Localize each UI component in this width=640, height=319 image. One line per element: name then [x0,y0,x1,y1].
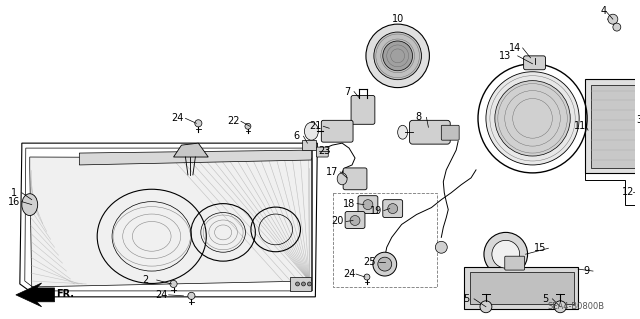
Text: 25: 25 [364,257,376,267]
FancyBboxPatch shape [505,256,525,270]
Circle shape [378,257,392,271]
Text: 21: 21 [309,121,321,131]
Text: 5: 5 [463,294,469,304]
Circle shape [373,252,397,276]
Circle shape [608,14,618,24]
Ellipse shape [305,122,318,140]
Circle shape [296,282,300,286]
Bar [289,277,312,291]
Circle shape [383,41,413,71]
Text: 1: 1 [11,188,17,198]
Circle shape [301,282,305,286]
Circle shape [364,274,370,280]
Circle shape [486,72,579,165]
Text: 10: 10 [392,14,404,24]
Bar [585,79,639,173]
Text: 12: 12 [621,187,634,197]
Circle shape [188,292,195,300]
Text: 18: 18 [343,199,355,209]
Bar [464,267,578,309]
Circle shape [374,32,422,80]
Circle shape [363,200,373,210]
Text: 15: 15 [534,243,547,253]
Text: 24: 24 [343,269,355,279]
Text: 22: 22 [227,116,239,126]
Polygon shape [16,283,54,307]
Text: 6: 6 [294,131,300,141]
Text: 8: 8 [415,112,422,122]
Circle shape [388,204,397,213]
Circle shape [366,24,429,88]
Text: 9: 9 [583,266,589,276]
Text: 24: 24 [172,113,184,123]
Ellipse shape [22,194,38,216]
FancyBboxPatch shape [316,147,328,157]
Circle shape [484,232,527,276]
Text: 11: 11 [574,121,586,131]
Polygon shape [173,143,208,157]
Text: 7: 7 [344,86,350,97]
Text: 19: 19 [370,205,382,216]
Text: 2: 2 [143,275,149,285]
FancyBboxPatch shape [343,168,367,190]
Text: 17: 17 [326,167,339,177]
Bar [470,272,574,304]
Bar [591,85,635,168]
Circle shape [307,282,312,286]
FancyBboxPatch shape [442,125,459,140]
Circle shape [170,280,177,287]
Text: SEA4-B0800B: SEA4-B0800B [548,302,605,311]
FancyBboxPatch shape [358,196,378,213]
FancyBboxPatch shape [383,200,403,218]
Text: 3: 3 [637,115,640,125]
Text: 24: 24 [156,290,168,300]
Circle shape [245,123,251,129]
Circle shape [195,120,202,127]
FancyBboxPatch shape [351,95,375,124]
Circle shape [480,301,492,313]
Text: 23: 23 [318,146,330,156]
Text: 16: 16 [8,197,20,207]
Circle shape [554,301,566,313]
Ellipse shape [397,125,408,139]
Bar [333,193,437,287]
FancyBboxPatch shape [321,120,353,142]
Circle shape [613,23,621,31]
Text: FR.: FR. [56,289,74,299]
Polygon shape [29,157,312,287]
Polygon shape [79,150,312,165]
Circle shape [495,81,570,156]
FancyBboxPatch shape [345,211,365,228]
FancyBboxPatch shape [524,56,545,70]
Text: 4: 4 [601,6,607,16]
Text: 5: 5 [542,294,548,304]
Text: 13: 13 [499,51,511,61]
Circle shape [350,216,360,226]
Text: 14: 14 [509,43,521,53]
Circle shape [492,240,520,268]
Text: 20: 20 [331,217,344,226]
FancyBboxPatch shape [410,120,450,144]
Bar [303,140,316,150]
Ellipse shape [337,173,347,185]
Circle shape [435,241,447,253]
